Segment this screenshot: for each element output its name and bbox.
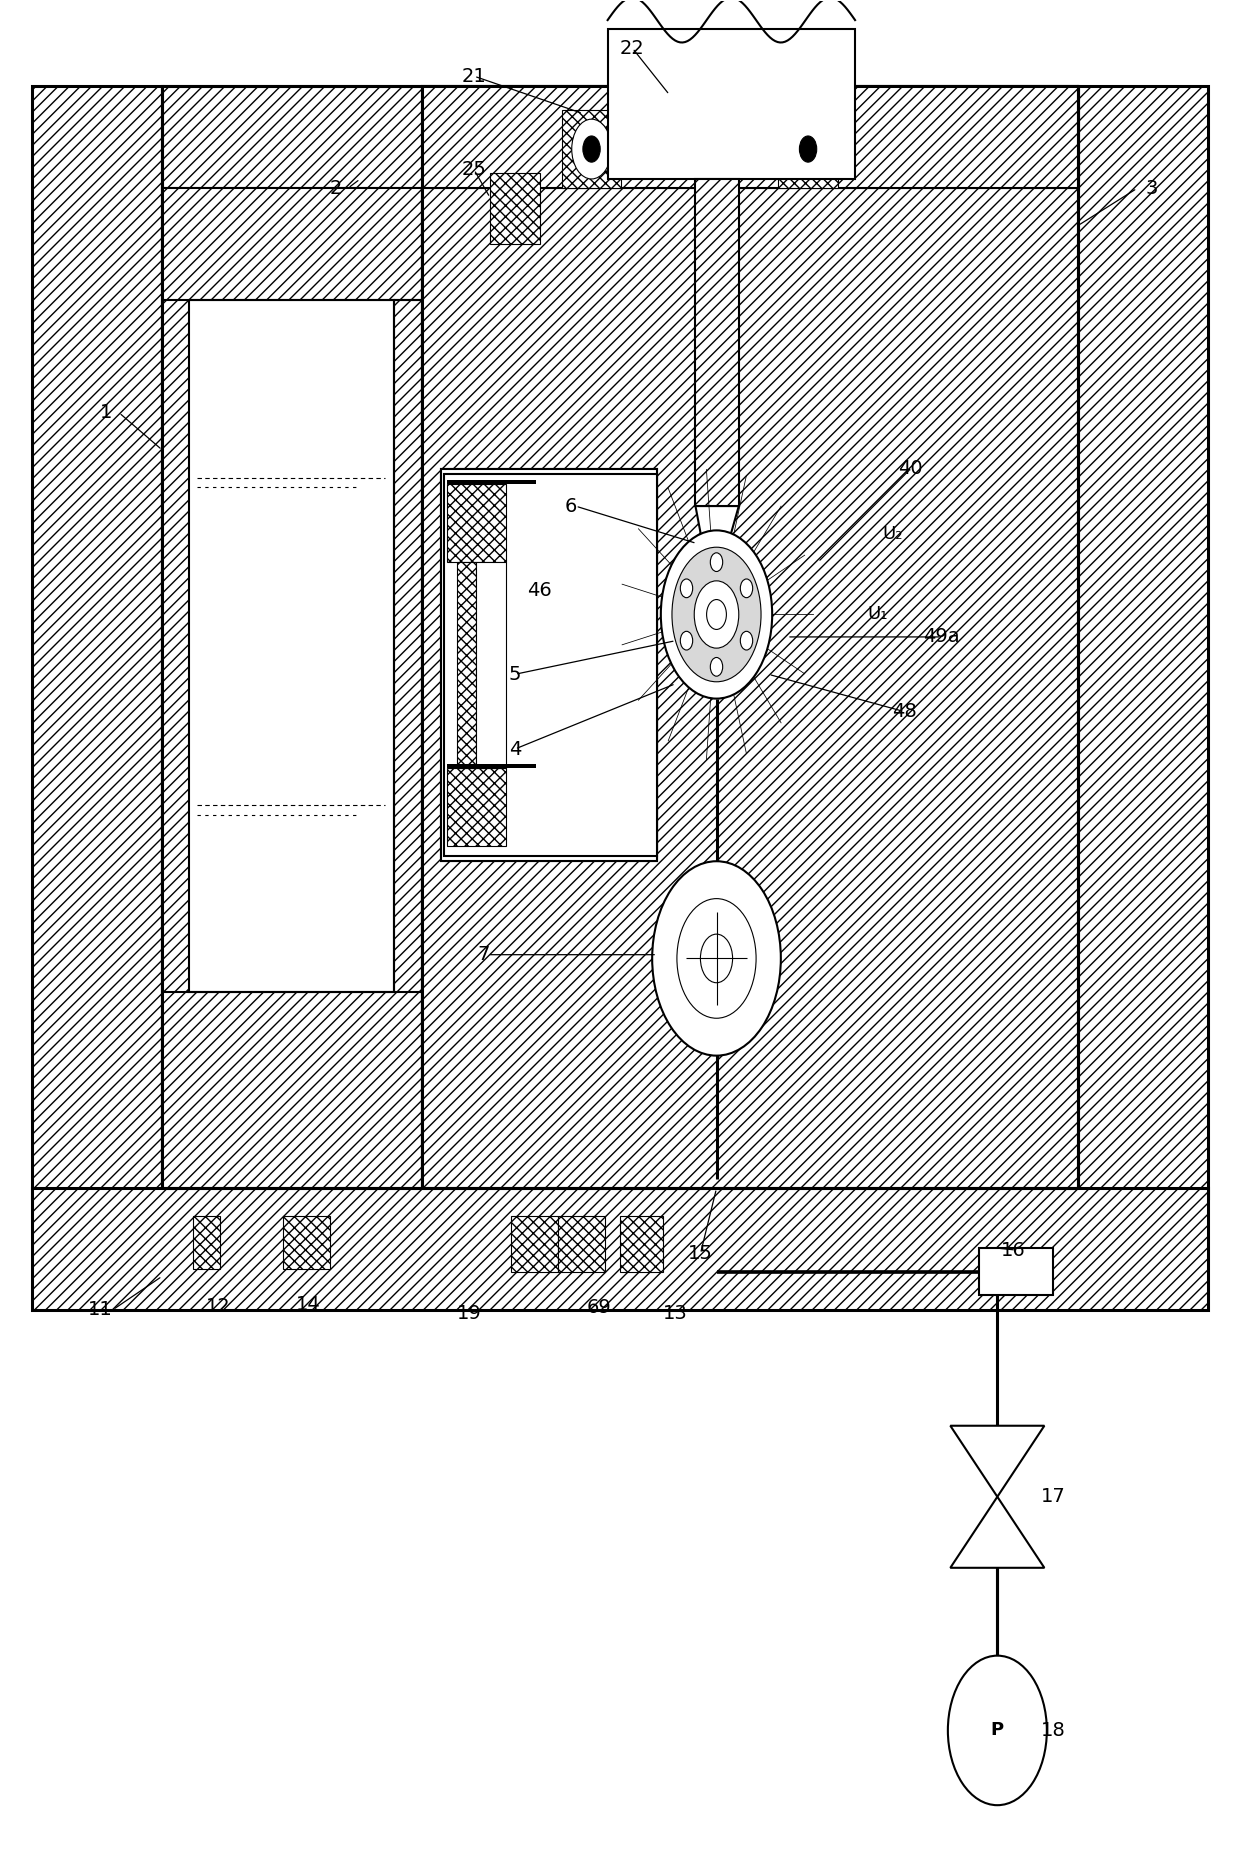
Text: 15: 15 [688,1245,713,1264]
Bar [562,110,621,189]
Bar [422,189,1078,1189]
Bar [440,468,657,861]
Circle shape [677,899,756,1018]
Text: 48: 48 [893,702,916,721]
Circle shape [583,137,600,163]
Bar [608,30,856,180]
Bar [1078,86,1208,1198]
Circle shape [800,137,817,163]
Circle shape [947,1655,1047,1805]
Text: 19: 19 [456,1305,481,1324]
Text: 4: 4 [508,739,521,758]
Bar [190,301,393,992]
Bar [284,1217,331,1269]
Text: 40: 40 [899,459,923,477]
Text: 49a: 49a [924,627,960,646]
Bar [32,1189,1208,1310]
Bar [446,483,506,562]
Bar [490,174,539,245]
Text: 25: 25 [461,161,486,180]
Text: 5: 5 [508,665,521,683]
Text: 7: 7 [477,945,490,964]
Text: 21: 21 [461,67,486,86]
Text: 22: 22 [620,39,645,58]
Text: 2: 2 [330,180,342,198]
Polygon shape [696,505,739,558]
Circle shape [661,530,773,698]
Bar [558,1217,605,1273]
Bar [456,562,476,768]
Text: 3: 3 [1146,180,1158,198]
Circle shape [740,631,753,650]
Bar [162,86,1078,189]
Circle shape [694,580,739,648]
Bar [193,1217,221,1269]
Text: U₂: U₂ [882,526,903,543]
Circle shape [672,547,761,681]
Circle shape [711,657,723,676]
Bar [446,768,506,846]
Circle shape [740,578,753,597]
Bar [422,86,1078,189]
Bar [446,764,536,768]
Bar [446,479,536,483]
Bar [511,1217,558,1273]
Text: 13: 13 [663,1305,688,1324]
Bar [978,1249,1053,1295]
Text: 1: 1 [100,402,113,421]
Bar [620,1217,663,1273]
Circle shape [572,120,611,180]
Text: 6: 6 [564,496,577,515]
Text: 14: 14 [296,1295,321,1314]
Text: 69: 69 [587,1299,611,1318]
Text: 46: 46 [527,580,552,599]
Circle shape [652,861,781,1056]
Bar [779,110,838,189]
Text: P: P [991,1722,1004,1739]
Polygon shape [950,1498,1044,1567]
Polygon shape [950,1426,1044,1498]
Bar [696,180,739,505]
Circle shape [681,631,693,650]
Circle shape [711,552,723,571]
Bar [444,474,657,856]
Bar [476,562,506,768]
Text: 18: 18 [1040,1720,1065,1739]
Circle shape [707,599,727,629]
Text: 12: 12 [206,1297,231,1316]
Bar [440,468,657,861]
Bar [32,86,162,1198]
Bar [162,189,422,1189]
Circle shape [681,578,693,597]
Text: 16: 16 [1001,1241,1025,1260]
Text: 11: 11 [88,1301,113,1320]
Text: U₁: U₁ [867,605,888,623]
Circle shape [701,934,733,983]
Text: 17: 17 [1040,1486,1065,1507]
Circle shape [789,120,828,180]
